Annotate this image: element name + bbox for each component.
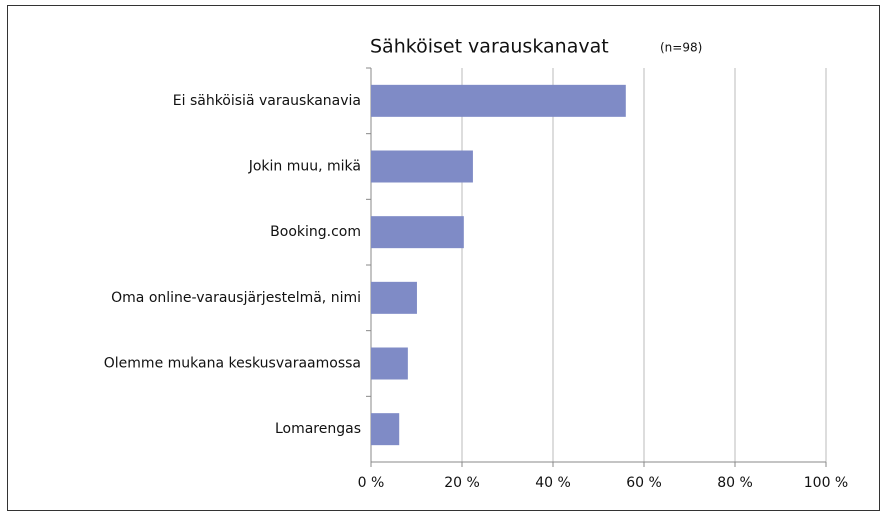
- bar: [371, 150, 473, 183]
- bar: [371, 347, 408, 380]
- bar: [371, 281, 417, 314]
- bar: [371, 84, 626, 117]
- bar: [371, 216, 464, 249]
- chart-frame: [7, 5, 880, 511]
- x-tick-label: 0 %: [358, 475, 385, 491]
- x-tick-label: 60 %: [626, 475, 662, 491]
- y-tick-label: Jokin muu, mikä: [248, 159, 361, 175]
- x-tick-label: 100 %: [804, 475, 848, 491]
- y-tick-label: Ei sähköisiä varauskanavia: [173, 93, 361, 109]
- chart-title: Sähköiset varauskanavat: [370, 36, 609, 58]
- chart-subtitle: (n=98): [660, 41, 702, 55]
- x-tick-label: 40 %: [535, 475, 571, 491]
- x-tick-label: 20 %: [444, 475, 480, 491]
- bar: [371, 413, 400, 446]
- y-tick-label: Booking.com: [270, 224, 361, 240]
- y-tick-label: Lomarengas: [275, 421, 361, 437]
- y-tick-label: Olemme mukana keskusvaraamossa: [104, 356, 361, 372]
- x-tick-label: 80 %: [717, 475, 753, 491]
- y-tick-label: Oma online-varausjärjestelmä, nimi: [111, 290, 361, 306]
